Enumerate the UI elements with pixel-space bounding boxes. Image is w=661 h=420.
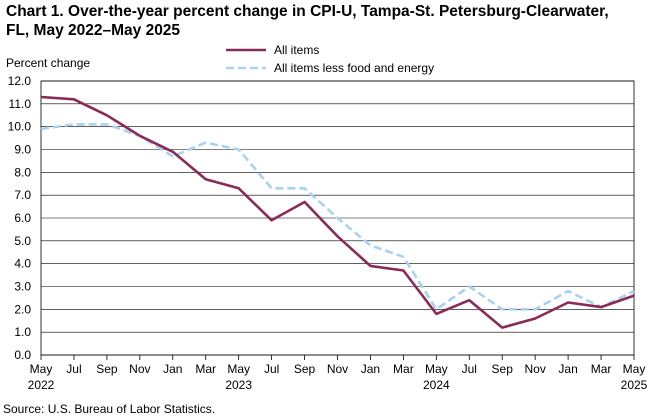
x-tick-label: May (425, 362, 448, 376)
x-tick-label: Nov (327, 362, 348, 376)
x-tick-label: Nov (129, 362, 150, 376)
x-year-label: 2022 (28, 378, 55, 392)
x-year-label: 2025 (621, 378, 648, 392)
source-note: Source: U.S. Bureau of Labor Statistics. (3, 402, 216, 416)
y-tick-label: 5.0 (14, 234, 31, 248)
series-line-core (40, 123, 635, 311)
x-tick-label: May (623, 362, 646, 376)
y-tick-label: 7.0 (14, 188, 31, 202)
series-line-all-items (40, 95, 635, 329)
y-tick-label: 11.0 (9, 97, 32, 111)
y-tick-label: 6.0 (14, 211, 31, 225)
y-axis-label: Percent change (6, 56, 90, 70)
chart-title: Chart 1. Over-the-year percent change in… (6, 2, 656, 40)
y-tick-label: 10.0 (8, 120, 32, 134)
x-tick-label: Jul (66, 362, 81, 376)
x-tick-label: Jul (462, 362, 477, 376)
y-tick-label: 3.0 (14, 280, 31, 294)
x-tick-label: Sep (492, 362, 514, 376)
chart-title-line-2: FL, May 2022–May 2025 (6, 22, 181, 39)
legend-label-all-items: All items (274, 43, 319, 57)
y-tick-label: 12.0 (8, 74, 32, 88)
x-tick-label: Nov (524, 362, 545, 376)
x-tick-label: Jan (558, 362, 577, 376)
x-tick-label: Mar (195, 362, 216, 376)
y-tick-label: 0.0 (14, 348, 31, 362)
y-tick-label: 9.0 (14, 143, 31, 157)
y-tick-label: 8.0 (14, 165, 31, 179)
x-tick-label: Sep (96, 362, 118, 376)
y-tick-label: 2.0 (14, 302, 31, 316)
x-year-label: 2024 (423, 378, 450, 392)
x-tick-label: May (227, 362, 250, 376)
x-year-label: 2023 (225, 378, 252, 392)
chart-title-line-1: Chart 1. Over-the-year percent change in… (6, 3, 609, 20)
x-tick-label: May (30, 362, 53, 376)
x-tick-label: Jul (264, 362, 279, 376)
x-tick-label: Jan (361, 362, 380, 376)
x-tick-label: Sep (294, 362, 316, 376)
y-tick-label: 1.0 (14, 325, 31, 339)
x-tick-label: Mar (393, 362, 414, 376)
x-tick-label: Jan (163, 362, 182, 376)
x-tick-label: Mar (591, 362, 612, 376)
legend-label-core: All items less food and energy (274, 61, 434, 75)
y-tick-label: 4.0 (14, 257, 31, 271)
